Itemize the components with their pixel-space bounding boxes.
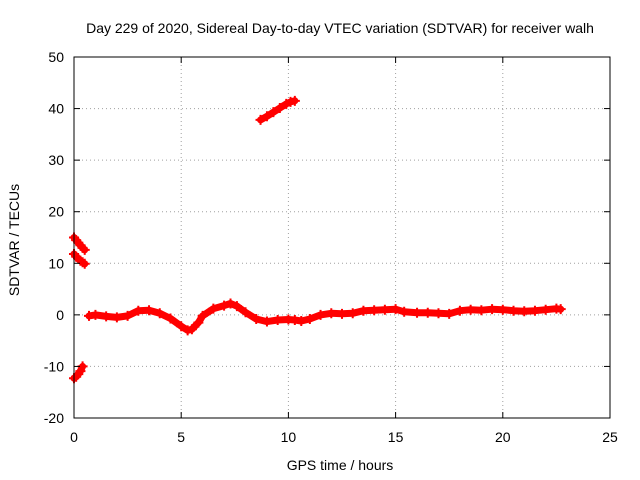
data-point bbox=[261, 316, 272, 327]
data-point bbox=[358, 305, 369, 316]
data-point bbox=[77, 242, 88, 253]
y-tick-label: 40 bbox=[48, 101, 64, 117]
data-point bbox=[508, 305, 519, 316]
y-tick-label: -10 bbox=[44, 358, 64, 374]
data-point bbox=[90, 309, 101, 320]
data-point bbox=[231, 301, 242, 312]
data-point bbox=[251, 313, 262, 324]
data-point bbox=[540, 304, 551, 315]
y-tick-label: 50 bbox=[48, 49, 64, 65]
data-point bbox=[454, 305, 465, 316]
axis-ticks bbox=[73, 56, 611, 419]
data-point bbox=[144, 305, 155, 316]
y-axis-title: SDTVAR / TECUs bbox=[6, 184, 22, 296]
data-point bbox=[77, 257, 88, 268]
data-point bbox=[347, 308, 358, 319]
x-tick-label: 20 bbox=[495, 429, 511, 445]
data-point bbox=[519, 306, 530, 317]
data-point bbox=[487, 304, 498, 315]
y-tick-label: 0 bbox=[56, 307, 64, 323]
data-point bbox=[555, 304, 566, 315]
data-point bbox=[304, 313, 315, 324]
grid-lines bbox=[74, 57, 610, 418]
x-tick-label: 10 bbox=[281, 429, 297, 445]
x-tick-label: 5 bbox=[177, 429, 185, 445]
y-tick-label: -20 bbox=[44, 410, 64, 426]
x-axis-title: GPS time / hours bbox=[287, 457, 394, 473]
data-point bbox=[390, 304, 401, 315]
x-tick-label: 25 bbox=[602, 429, 618, 445]
data-point bbox=[197, 310, 208, 321]
chart-title: Day 229 of 2020, Sidereal Day-to-day VTE… bbox=[86, 20, 594, 36]
data-point bbox=[225, 298, 236, 309]
y-tick-label: 10 bbox=[48, 255, 64, 271]
y-tick-label: 20 bbox=[48, 204, 64, 220]
data-point bbox=[476, 305, 487, 316]
data-point bbox=[79, 258, 90, 269]
data-point bbox=[219, 300, 230, 311]
data-point bbox=[289, 315, 300, 326]
series-satellite-arc-a bbox=[69, 232, 90, 255]
data-point bbox=[444, 308, 455, 319]
data-point bbox=[272, 315, 283, 326]
data-point bbox=[122, 310, 133, 321]
data-point bbox=[165, 313, 176, 324]
data-point bbox=[379, 304, 390, 315]
series-satellite-arc-d bbox=[255, 95, 300, 125]
data-point bbox=[176, 321, 187, 332]
data-point bbox=[274, 103, 285, 114]
data-point bbox=[79, 244, 90, 255]
data-point bbox=[133, 305, 144, 316]
data-point bbox=[154, 308, 165, 319]
y-tick-labels: -20 -10 0 10 20 30 40 50 bbox=[44, 49, 64, 426]
data-point bbox=[433, 308, 444, 319]
series-satellite-arc-c bbox=[69, 361, 88, 384]
data-point bbox=[337, 308, 347, 319]
data-point bbox=[208, 303, 219, 314]
data-point bbox=[369, 305, 380, 316]
data-point bbox=[465, 304, 476, 315]
data-point bbox=[296, 316, 307, 327]
data-point bbox=[268, 107, 279, 118]
data-point bbox=[422, 307, 433, 318]
data-point bbox=[101, 311, 112, 322]
data-point bbox=[261, 111, 272, 122]
y-tick-label: 30 bbox=[48, 152, 64, 168]
data-point bbox=[255, 114, 266, 125]
data-point bbox=[399, 306, 410, 317]
data-point bbox=[75, 366, 86, 377]
data-point bbox=[186, 324, 197, 335]
data-point bbox=[326, 308, 337, 319]
plot-frame bbox=[73, 56, 611, 419]
data-series bbox=[69, 95, 566, 384]
data-point bbox=[111, 312, 122, 323]
x-tick-labels: 0 5 10 15 20 25 bbox=[70, 429, 618, 445]
series-satellite-arc-main bbox=[84, 298, 566, 336]
data-point bbox=[412, 307, 423, 318]
data-point bbox=[315, 309, 326, 320]
x-tick-label: 15 bbox=[388, 429, 404, 445]
data-point bbox=[497, 304, 508, 315]
data-point bbox=[529, 305, 540, 316]
data-point bbox=[289, 95, 300, 106]
data-point bbox=[240, 307, 251, 318]
x-tick-label: 0 bbox=[70, 429, 78, 445]
data-point bbox=[193, 317, 204, 328]
data-point bbox=[84, 310, 95, 321]
